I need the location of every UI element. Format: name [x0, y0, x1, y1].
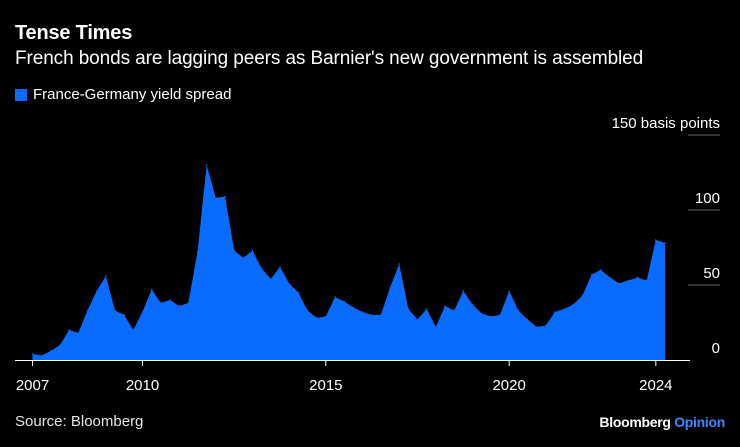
data-point: [444, 305, 446, 307]
data-point: [196, 251, 199, 253]
bloomberg-opinion-logo: Bloomberg Opinion: [599, 414, 725, 430]
data-point: [169, 299, 171, 301]
x-tick-label-2007: 2007: [16, 377, 49, 394]
data-point: [490, 315, 492, 318]
data-point: [31, 353, 34, 355]
data-point: [334, 296, 336, 298]
data-point: [508, 290, 511, 292]
data-point: [114, 309, 116, 312]
data-point: [260, 267, 263, 270]
data-point: [645, 279, 648, 282]
data-point: [288, 282, 291, 285]
data-point: [160, 302, 162, 304]
data-point: [105, 275, 107, 277]
data-point: [380, 314, 382, 316]
data-point: [535, 326, 538, 328]
x-tick-label-2015: 2015: [309, 377, 342, 394]
chart-subtitle: French bonds are lagging peers as Barnie…: [15, 48, 644, 69]
data-point: [132, 329, 135, 331]
data-point: [526, 318, 529, 321]
data-point: [627, 279, 630, 282]
data-point: [435, 326, 437, 328]
data-point: [655, 239, 657, 241]
data-point: [590, 273, 593, 276]
data-point: [407, 308, 410, 310]
source-note: Source: Bloomberg: [15, 413, 144, 430]
data-point: [270, 278, 272, 280]
data-point: [618, 282, 620, 285]
data-point: [664, 242, 666, 244]
data-point: [480, 312, 483, 315]
data-point: [50, 350, 52, 352]
data-point: [370, 314, 373, 316]
y-tick-label-0: 0: [712, 340, 720, 357]
data-point: [425, 308, 428, 310]
area-series: [31, 164, 666, 360]
data-point: [361, 311, 364, 313]
data-point: [178, 305, 180, 307]
y-tick-label-100: 100: [695, 190, 720, 207]
data-point: [297, 291, 300, 294]
data-point: [40, 354, 43, 357]
data-point: [600, 269, 602, 271]
data-point: [187, 302, 190, 304]
axes: 0 50 100 150 basis points 2007 2010 2015 2020 20…: [15, 115, 720, 394]
data-point: [150, 288, 153, 291]
gridlines: [688, 134, 720, 286]
y-tick-label-50: 50: [703, 265, 720, 282]
data-point: [563, 308, 565, 310]
data-point: [306, 309, 309, 312]
data-point: [545, 324, 547, 327]
data-point: [453, 309, 456, 312]
data-point: [68, 329, 70, 331]
data-point: [343, 300, 346, 303]
data-point: [59, 344, 61, 346]
data-point: [233, 249, 235, 252]
data-point: [325, 315, 327, 318]
data-point: [554, 311, 556, 313]
legend: France-Germany yield spread: [15, 86, 231, 103]
data-point: [609, 276, 611, 279]
data-point: [581, 294, 584, 297]
data-point: [416, 318, 419, 321]
data-point: [215, 197, 217, 199]
brand-sub: Opinion: [674, 414, 725, 430]
data-point: [471, 303, 474, 306]
data-point: [123, 314, 125, 316]
y-tick-label-150: 150 basis points: [612, 115, 720, 132]
data-point: [141, 311, 144, 313]
data-point: [251, 249, 254, 252]
data-point: [224, 195, 226, 198]
data-point: [352, 306, 355, 309]
data-point: [77, 332, 80, 334]
data-point: [242, 257, 245, 259]
legend-label: France-Germany yield spread: [33, 86, 232, 103]
x-tick-label-2020: 2020: [492, 377, 525, 394]
chart-title: Tense Times: [15, 22, 133, 44]
data-point: [315, 317, 318, 319]
data-point: [398, 263, 401, 265]
legend-swatch: [15, 88, 27, 101]
data-point: [389, 287, 391, 289]
x-tick-label-2010: 2010: [126, 377, 159, 394]
data-point: [95, 290, 98, 292]
data-point: [86, 309, 89, 312]
data-point: [499, 314, 501, 316]
data-point: [279, 266, 281, 268]
data-point: [517, 309, 520, 312]
data-point: [572, 303, 575, 306]
data-point: [462, 290, 465, 292]
data-point: [636, 276, 639, 279]
area-france-germany-spread: [32, 165, 665, 360]
x-tick-label-2024: 2024: [639, 377, 672, 394]
brand-main: Bloomberg: [599, 414, 671, 430]
data-point: [205, 164, 208, 166]
